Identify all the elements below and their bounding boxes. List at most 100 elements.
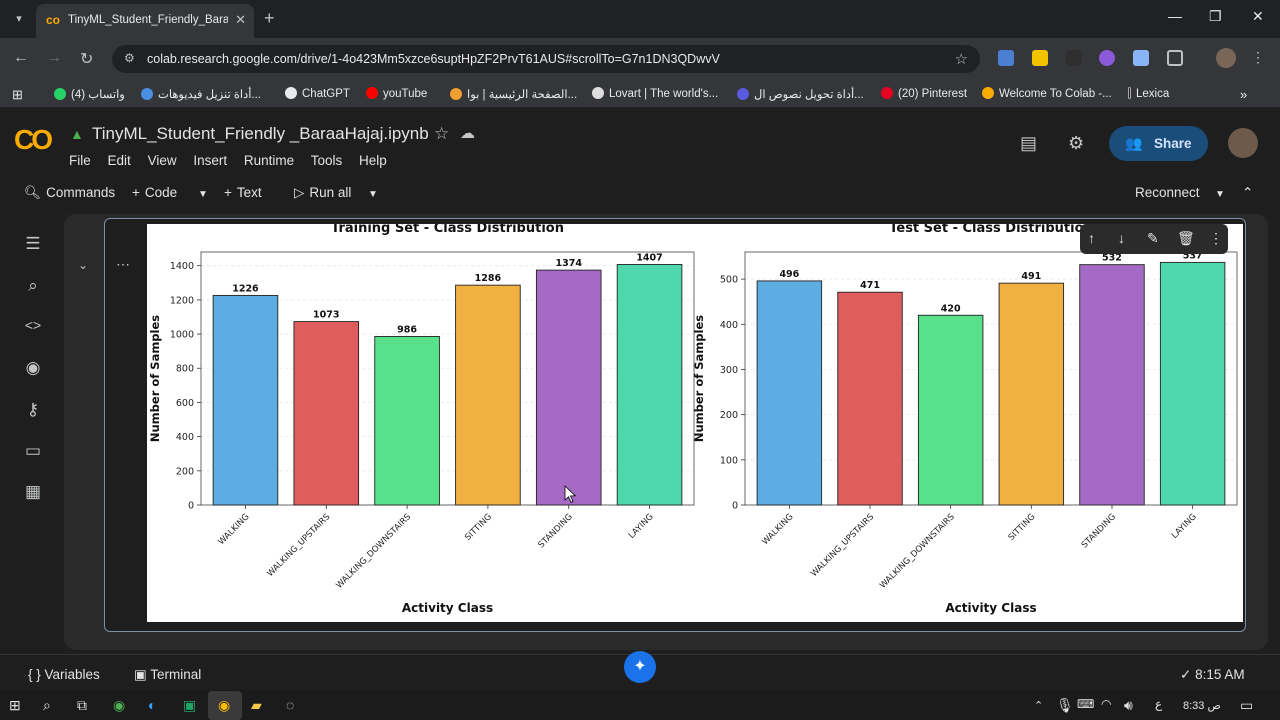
docs-extension-icon[interactable] (1133, 50, 1149, 66)
extension-icon[interactable] (1099, 50, 1115, 66)
move-cell-down-icon[interactable]: ↓ (1118, 230, 1125, 246)
terminal-button[interactable]: ▣ Terminal (134, 667, 201, 683)
bookmark-item[interactable]: أداة تنزيل فيديوهات... (141, 87, 261, 101)
taskbar-clock[interactable]: 8:33 ص (1183, 700, 1221, 712)
train-bar (293, 321, 360, 506)
bookmark-item[interactable]: (20) Pinterest (881, 87, 967, 100)
reconnect-button[interactable]: Reconnect (1135, 185, 1200, 200)
bookmark-item[interactable]: الصفحة الرئيسية | بوا... (450, 87, 577, 101)
browser-menu-icon[interactable]: ⋮ (1251, 49, 1265, 65)
tab-search-icon[interactable]: ▾ (16, 13, 22, 25)
forward-icon[interactable]: → (46, 49, 62, 66)
commands-button[interactable]: 🔍︎ Commands (24, 185, 115, 201)
task-view-icon[interactable]: ⧉ (77, 697, 87, 713)
tray-overflow-icon[interactable]: ⌃ (1034, 700, 1044, 712)
back-icon[interactable]: ← (13, 49, 29, 66)
test-y-tick-label: 100 (720, 455, 738, 466)
tab-close-icon[interactable]: ✕ (235, 12, 246, 27)
add-code-button[interactable]: + Code (132, 185, 177, 200)
bookmark-item[interactable]: واتساب (4) (54, 87, 125, 101)
bookmark-item[interactable]: youTube (366, 87, 427, 100)
edit-pen-icon[interactable]: ✎ (1147, 230, 1159, 246)
profile-avatar[interactable] (1216, 48, 1236, 68)
taskbar-search-icon[interactable]: ⌕ (43, 697, 51, 713)
chrome-active-icon[interactable]: ◉ (218, 697, 231, 713)
menu-tools[interactable]: Tools (310, 153, 343, 168)
translate-extension-icon[interactable] (998, 50, 1014, 66)
table-of-contents-icon[interactable]: ☰ (25, 234, 41, 253)
address-bar[interactable]: ⚙ colab.research.google.com/drive/1-4o42… (112, 45, 980, 73)
account-avatar[interactable] (1228, 128, 1258, 158)
settings-gear-icon[interactable]: ⚙ (1068, 133, 1085, 153)
chrome-icon[interactable]: ◉ (113, 697, 126, 713)
window-close-icon[interactable]: ✕ (1252, 8, 1264, 24)
more-actions-icon[interactable]: ⋮ (1209, 230, 1223, 246)
notebook-title[interactable]: TinyML_Student_Friendly _BaraaHajaj.ipyn… (92, 124, 429, 143)
move-cell-up-icon[interactable]: ↑ (1088, 230, 1095, 246)
keyboard-icon[interactable]: ⌨ (1077, 697, 1095, 711)
bookmark-item[interactable]: Welcome To Colab -... (982, 87, 1112, 100)
bookmark-favicon-icon (450, 88, 462, 100)
code-snippets-icon[interactable]: <> (24, 317, 42, 333)
site-info-icon[interactable]: ⚙ (124, 51, 135, 65)
menu-runtime[interactable]: Runtime (243, 153, 295, 168)
share-button[interactable]: 👥 Share (1109, 126, 1208, 161)
colab-logo-icon[interactable]: CO (14, 124, 53, 155)
windows-start-icon[interactable]: ⊞ (9, 697, 21, 713)
find-replace-icon[interactable]: ⌕ (28, 276, 38, 295)
extension-icon[interactable] (1066, 50, 1082, 66)
variables-button[interactable]: { } Variables (28, 667, 100, 682)
microphone-icon[interactable]: 🎙︎ (1056, 697, 1074, 713)
execution-status[interactable]: ✓ 8:15 AM (1180, 667, 1245, 683)
reload-icon[interactable]: ↻ (80, 51, 94, 68)
edge-icon[interactable]: ◐ (148, 697, 157, 713)
wifi-icon[interactable]: ◠ (1101, 697, 1112, 711)
secrets-key-icon[interactable]: ⚷ (26, 400, 40, 419)
menu-file[interactable]: File (69, 153, 91, 168)
menu-help[interactable]: Help (358, 153, 387, 168)
notifications-icon[interactable]: ▭ (1240, 697, 1254, 713)
terminal-icon: ▣ (134, 667, 151, 682)
reconnect-dropdown-icon[interactable]: ▼ (1215, 189, 1225, 200)
code-dropdown-icon[interactable]: ▼ (198, 189, 208, 200)
run-all-dropdown-icon[interactable]: ▼ (368, 189, 378, 200)
volume-icon[interactable]: 🔊︎ (1124, 697, 1133, 713)
bookmark-item[interactable]: Lexica (1128, 87, 1169, 100)
star-icon[interactable]: ☆ (434, 124, 450, 143)
file-explorer-icon[interactable]: ▰ (251, 697, 262, 713)
extension-icon[interactable] (1032, 50, 1048, 66)
extensions-puzzle-icon[interactable] (1167, 50, 1183, 66)
cell-output-menu-icon[interactable]: ⋯ (116, 256, 131, 272)
more-bookmarks-icon[interactable]: » (1240, 87, 1248, 102)
apps-grid-icon[interactable]: ⊞ (12, 87, 23, 102)
new-tab-icon[interactable]: + (264, 8, 275, 28)
drive-icon[interactable]: ▲ (70, 126, 84, 142)
delete-cell-icon[interactable]: 🗑 (1177, 230, 1195, 246)
collapse-header-icon[interactable]: ⌃ (1242, 185, 1254, 200)
app-icon[interactable]: ◌ (286, 697, 295, 713)
run-all-button[interactable]: ▷ Run all (294, 185, 351, 201)
maximize-icon[interactable]: ❐ (1209, 8, 1222, 24)
menu-insert[interactable]: Insert (193, 153, 228, 168)
menu-view[interactable]: View (147, 153, 177, 168)
menu-edit[interactable]: Edit (107, 153, 131, 168)
excel-icon[interactable]: ▣ (183, 697, 197, 713)
gemini-button[interactable]: ✦ (624, 651, 656, 683)
bookmark-item[interactable]: ChatGPT (285, 87, 350, 100)
data-table-icon[interactable]: ▦ (24, 482, 42, 501)
input-language[interactable]: ع (1155, 697, 1163, 711)
bookmark-item[interactable]: أداة تحويل نصوص ال... (737, 87, 864, 101)
add-text-button[interactable]: + Text (224, 185, 262, 200)
variables-eye-icon[interactable]: ◉ (25, 358, 41, 377)
cloud-save-icon[interactable]: ☁ (460, 125, 475, 142)
plus-icon: + (224, 185, 232, 200)
bookmark-item[interactable]: Lovart | The world's... (592, 87, 718, 100)
browser-tab[interactable]: co TinyML_Student_Friendly_BaraaHajaj.ip… (36, 4, 254, 38)
minimize-icon[interactable]: — (1168, 8, 1182, 24)
bookmark-star-icon[interactable]: ☆ (954, 51, 968, 68)
train-y-tick-label: 400 (176, 432, 194, 443)
bookmark-label: واتساب (4) (71, 89, 125, 101)
collapse-cell-icon[interactable]: ⌄ (78, 258, 89, 272)
files-folder-icon[interactable]: ▭ (24, 441, 42, 460)
comments-icon[interactable]: ▤ (1020, 133, 1038, 153)
